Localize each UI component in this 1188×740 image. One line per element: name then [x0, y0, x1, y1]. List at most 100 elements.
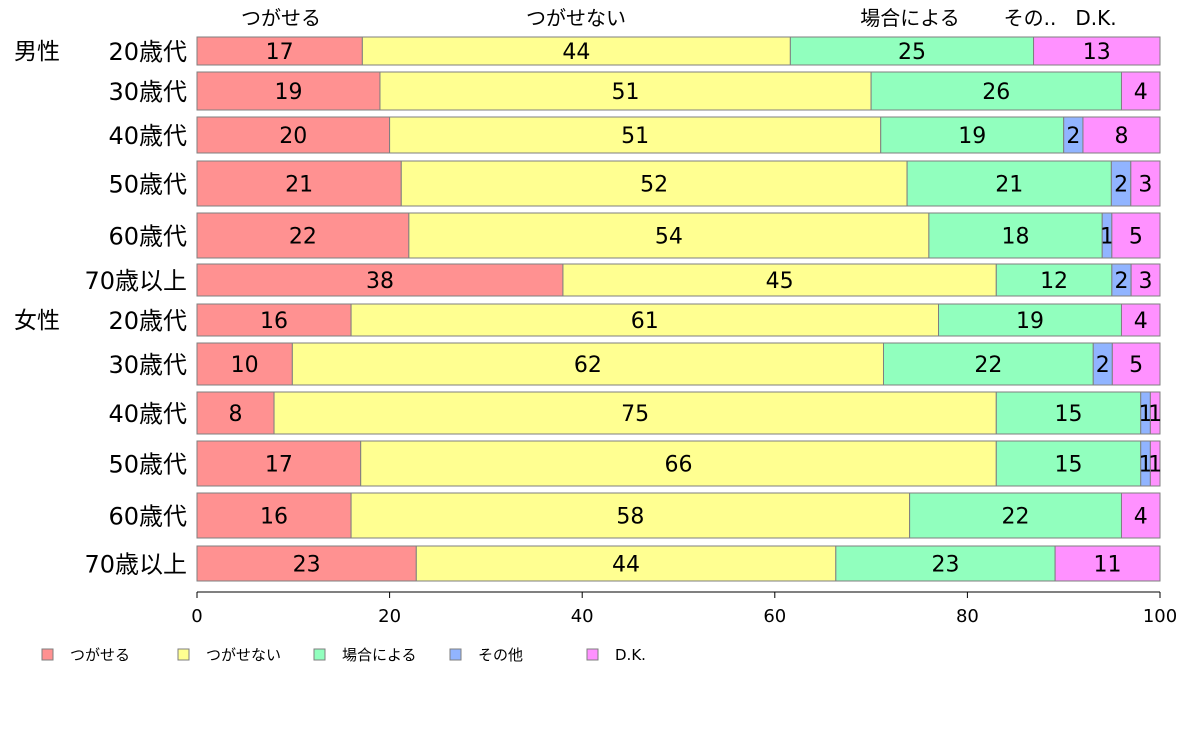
data-label: 52 [640, 173, 668, 198]
data-label: 44 [562, 40, 590, 65]
bar-segment [1111, 342, 1161, 386]
row-label: 30歳代 [108, 351, 187, 379]
bar-segment [1111, 212, 1161, 259]
row-label: 20歳代 [108, 307, 187, 335]
group-label: 女性 [14, 308, 60, 334]
data-label: 3 [1138, 173, 1152, 198]
legend-swatch [449, 648, 462, 661]
bar-segment [1120, 303, 1161, 337]
row-label: 50歳代 [108, 171, 187, 199]
data-label: 2 [1066, 124, 1080, 149]
group-label: 男性 [14, 39, 60, 65]
row-label: 50歳代 [108, 451, 187, 479]
row-label: 70歳以上 [84, 267, 187, 295]
data-label: 21 [285, 173, 313, 198]
x-tick-label: 0 [191, 606, 202, 627]
data-label: 51 [621, 124, 649, 149]
data-label: 11 [1094, 553, 1122, 578]
data-label: 51 [612, 80, 640, 105]
bar-segment [909, 492, 1122, 539]
data-label: 22 [974, 353, 1002, 378]
bar-segment [196, 391, 275, 435]
top-category-label: D.K. [1075, 6, 1116, 30]
x-tick-label: 80 [956, 606, 979, 627]
x-tick-label: 100 [1143, 606, 1177, 627]
data-label: 15 [1055, 453, 1083, 478]
bar-segment [1033, 36, 1161, 66]
bar-segment [789, 36, 1035, 66]
top-category-label: 場合による [860, 6, 959, 30]
data-label: 1 [1139, 402, 1153, 427]
data-label: 1 [1100, 225, 1114, 250]
bar-segment [361, 36, 791, 66]
bar-segment [562, 263, 997, 297]
bar-segment [196, 263, 564, 297]
bar-segment [350, 492, 911, 539]
data-label: 5 [1129, 353, 1143, 378]
bar-segment [408, 212, 930, 259]
legend-label: その他 [478, 646, 523, 664]
bar-segment [196, 492, 352, 539]
data-label: 25 [898, 40, 926, 65]
bar-segment [1149, 440, 1161, 487]
data-label: 3 [1139, 269, 1153, 294]
bar-segment [995, 440, 1142, 487]
data-label: 1 [1148, 402, 1162, 427]
bar-segment [273, 391, 997, 435]
data-label: 61 [631, 309, 659, 334]
bar-segment [360, 440, 997, 487]
legend-label: つがせる [70, 646, 130, 664]
bar-segment [906, 160, 1112, 207]
data-label: 16 [260, 309, 288, 334]
data-label: 75 [621, 402, 649, 427]
bar-segment [389, 116, 882, 154]
data-label: 19 [958, 124, 986, 149]
bar-segment [1082, 116, 1161, 154]
bar-segment [1130, 160, 1161, 207]
x-tick-label: 20 [378, 606, 401, 627]
data-label: 5 [1129, 225, 1143, 250]
bar-segment [196, 160, 402, 207]
legend-swatch [313, 648, 326, 661]
row-label: 60歳代 [108, 223, 187, 251]
bar-segment [995, 263, 1113, 297]
bar-segment [1054, 545, 1161, 582]
data-label: 8 [229, 402, 243, 427]
data-label: 20 [279, 124, 307, 149]
row-label: 60歳代 [108, 503, 187, 531]
top-category-label: つがせる [241, 6, 321, 30]
data-label: 19 [1016, 309, 1044, 334]
bar-segment [938, 303, 1122, 337]
bar-segment [835, 545, 1056, 582]
data-label: 12 [1040, 269, 1068, 294]
data-label: 16 [260, 505, 288, 530]
data-label: 21 [995, 173, 1023, 198]
data-label: 15 [1055, 402, 1083, 427]
bar-segment [291, 342, 884, 386]
data-label: 1 [1148, 453, 1162, 478]
data-label: 2 [1096, 353, 1110, 378]
data-label: 18 [1002, 225, 1030, 250]
bar-segment [1149, 391, 1161, 435]
row-label: 40歳代 [108, 400, 187, 428]
data-label: 22 [289, 225, 317, 250]
legend-label: 場合による [342, 646, 417, 664]
bar-segment [196, 212, 410, 259]
bar-segment [415, 545, 837, 582]
bar-segment [379, 71, 872, 111]
bar-segment [870, 71, 1122, 111]
bar-segment [196, 116, 391, 154]
data-label: 62 [574, 353, 602, 378]
data-label: 58 [616, 505, 644, 530]
bar-segment [196, 36, 363, 66]
data-label: 19 [274, 80, 302, 105]
data-label: 45 [766, 269, 794, 294]
bar-segment [196, 342, 293, 386]
data-label: 2 [1114, 173, 1128, 198]
data-label: 2 [1114, 269, 1128, 294]
data-label: 8 [1114, 124, 1128, 149]
data-label: 26 [982, 80, 1010, 105]
bar-segment [882, 342, 1094, 386]
data-label: 44 [612, 553, 640, 578]
